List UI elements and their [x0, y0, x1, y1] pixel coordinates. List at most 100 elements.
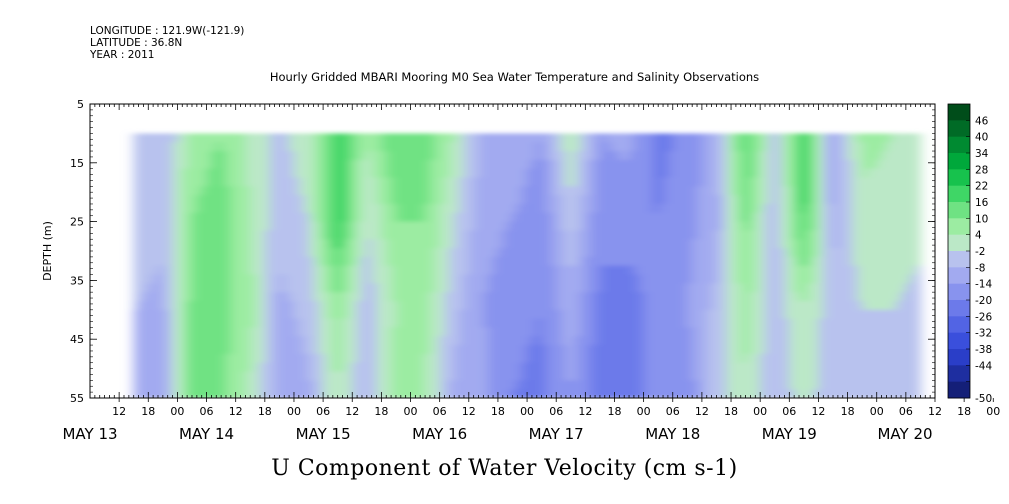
heatmap-cell	[182, 142, 188, 152]
heatmap-cell	[405, 195, 412, 205]
heatmap-cell	[915, 353, 922, 364]
heatmap-cell	[565, 186, 572, 196]
heatmap-cell	[400, 256, 407, 267]
heatmap-cell	[551, 380, 557, 390]
heatmap-cell	[896, 230, 902, 240]
heatmap-cell	[701, 371, 708, 381]
heatmap-cell	[803, 362, 810, 373]
heatmap-cell	[483, 221, 489, 232]
heatmap-cell	[172, 300, 179, 311]
heatmap-cell	[565, 230, 572, 240]
heatmap-cell	[201, 248, 208, 258]
heatmap-cell	[386, 309, 392, 320]
heatmap-cell	[279, 336, 285, 346]
heatmap-cell	[454, 256, 460, 267]
heatmap-cell	[293, 142, 300, 152]
heatmap-cell	[493, 230, 499, 240]
heatmap-cell	[677, 283, 684, 293]
heatmap-cell	[157, 327, 164, 337]
heatmap-cell	[187, 186, 193, 196]
heatmap-cell	[837, 186, 844, 196]
heatmap-cell	[619, 265, 625, 276]
heatmap-cell	[755, 195, 761, 205]
heatmap-cell	[779, 177, 786, 187]
heatmap-cell	[463, 380, 470, 390]
heatmap-cell	[721, 327, 727, 337]
heatmap-cell	[225, 389, 232, 398]
heatmap-cell	[507, 248, 514, 258]
heatmap-cell	[808, 256, 815, 267]
heatmap-cell	[264, 292, 271, 302]
heatmap-cell	[687, 309, 693, 320]
heatmap-cell	[434, 133, 441, 143]
heatmap-cell	[357, 283, 363, 293]
heatmap-cell	[386, 371, 392, 381]
heatmap-cell	[774, 256, 781, 267]
heatmap-cell	[230, 256, 237, 267]
heatmap-cell	[745, 292, 752, 302]
heatmap-cell	[206, 230, 213, 240]
heatmap-cell	[667, 212, 674, 223]
heatmap-cell	[478, 203, 484, 214]
heatmap-cell	[847, 195, 854, 205]
heatmap-cell	[624, 318, 630, 329]
heatmap-cell	[250, 336, 256, 346]
heatmap-cell	[701, 345, 708, 355]
heatmap-cell	[905, 380, 912, 390]
heatmap-cell	[162, 230, 169, 240]
heatmap-cell	[813, 186, 820, 196]
heatmap-cell	[284, 133, 290, 143]
heatmap-cell	[454, 292, 460, 302]
heatmap-cell	[313, 318, 319, 329]
heatmap-cell	[434, 389, 441, 398]
heatmap-cell	[444, 248, 450, 258]
heatmap-cell	[507, 292, 514, 302]
heatmap-cell	[216, 203, 222, 214]
heatmap-cell	[211, 256, 217, 267]
heatmap-cell	[483, 177, 489, 187]
heatmap-cell	[784, 353, 790, 364]
heatmap-cell	[522, 142, 528, 152]
heatmap-cell	[483, 345, 489, 355]
heatmap-cell	[541, 327, 548, 337]
heatmap-cell	[279, 221, 285, 232]
heatmap-cell	[293, 168, 300, 179]
heatmap-cell	[143, 248, 149, 258]
heatmap-cell	[264, 345, 271, 355]
heatmap-cell	[580, 142, 586, 152]
heatmap-cell	[711, 336, 718, 346]
heatmap-cell	[697, 186, 703, 196]
heatmap-cell	[536, 159, 543, 170]
heatmap-cell	[808, 195, 815, 205]
heatmap-cell	[391, 327, 397, 337]
heatmap-cell	[667, 345, 674, 355]
heatmap-cell	[177, 380, 183, 390]
heatmap-cell	[410, 212, 416, 223]
heatmap-cell	[847, 389, 854, 398]
heatmap-cell	[235, 195, 242, 205]
heatmap-cell	[337, 292, 344, 302]
heatmap-cell	[138, 283, 145, 293]
heatmap-cell	[177, 256, 183, 267]
heatmap-cell	[454, 151, 460, 161]
heatmap-cell	[172, 133, 179, 143]
heatmap-cell	[779, 195, 786, 205]
heatmap-cell	[517, 327, 523, 337]
heatmap-cell	[182, 309, 188, 320]
heatmap-cell	[852, 318, 858, 329]
heatmap-cell	[871, 345, 878, 355]
heatmap-cell	[493, 256, 499, 267]
heatmap-cell	[619, 336, 625, 346]
heatmap-cell	[891, 239, 897, 249]
heatmap-cell	[833, 336, 839, 346]
heatmap-cell	[206, 300, 213, 311]
heatmap-cell	[240, 283, 247, 293]
heatmap-cell	[624, 380, 630, 390]
heatmap-cell	[896, 186, 902, 196]
heatmap-cell	[818, 318, 824, 329]
heatmap-cell	[784, 177, 790, 187]
heatmap-cell	[327, 159, 334, 170]
heatmap-cell	[293, 380, 300, 390]
heatmap-cell	[468, 353, 475, 364]
heatmap-cell	[347, 195, 353, 205]
